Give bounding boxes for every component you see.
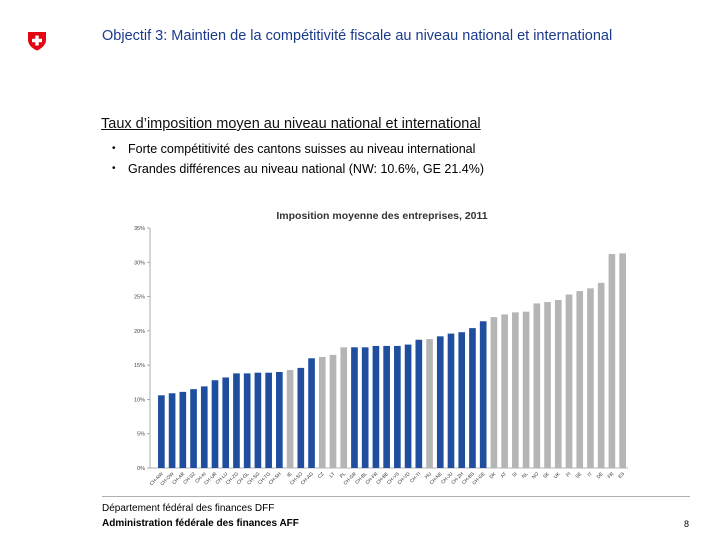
slide-title: Objectif 3: Maintien de la compétitivité… — [102, 28, 613, 44]
y-tick-label: 0% — [137, 466, 145, 472]
bullet-dot-icon: • — [112, 163, 116, 174]
page-number: 8 — [684, 519, 690, 529]
bar — [533, 303, 541, 468]
bar — [222, 377, 230, 468]
footer-divider — [102, 496, 690, 497]
x-tick-label: NO — [531, 471, 541, 481]
y-tick-label: 5% — [137, 432, 145, 438]
bar — [565, 294, 573, 468]
x-tick-label: FR — [607, 471, 616, 480]
x-tick-label: UK — [553, 471, 563, 481]
bar — [351, 347, 358, 468]
x-tick-label: SK — [542, 471, 551, 480]
footer-department: Département fédéral des finances DFF — [102, 503, 275, 514]
bar — [383, 345, 390, 468]
bar — [394, 345, 401, 468]
bar — [297, 367, 305, 468]
bar — [619, 253, 626, 468]
y-tick-label: 15% — [134, 363, 145, 369]
swiss-cross-logo — [28, 32, 46, 51]
chart-title: Imposition moyenne des entreprises, 2011 — [276, 210, 487, 222]
bar — [243, 373, 251, 468]
bar — [158, 395, 165, 468]
bar — [179, 391, 187, 468]
bar — [254, 372, 262, 468]
bar — [608, 254, 616, 468]
x-tick-label: CH-SH — [268, 471, 283, 486]
footer-administration: Administration fédérale des finances AFF — [102, 518, 299, 529]
bar — [501, 314, 508, 468]
y-tick-label: 35% — [134, 226, 145, 232]
bar — [479, 321, 487, 468]
bar — [587, 288, 594, 468]
x-tick-label: CH-TI — [409, 471, 422, 484]
bar — [361, 347, 369, 468]
bar — [286, 369, 294, 468]
bar — [211, 380, 219, 468]
x-tick-label: SI — [511, 471, 518, 478]
bar — [436, 336, 444, 468]
x-tick-label: DK — [488, 471, 498, 481]
bar — [554, 300, 562, 468]
bar — [276, 372, 283, 468]
bullet-text: Grandes différences au niveau national (… — [128, 162, 484, 176]
bar — [340, 347, 348, 468]
y-tick-label: 10% — [134, 397, 145, 403]
x-tick-label: LT — [328, 471, 336, 479]
bar — [265, 372, 272, 468]
bar — [458, 332, 466, 468]
bar — [308, 358, 315, 468]
x-tick-label: CH-SZ — [182, 471, 197, 486]
bar — [200, 386, 208, 468]
bar — [522, 311, 530, 468]
y-tick-label: 30% — [134, 260, 145, 266]
section-subtitle: Taux d’imposition moyen au niveau nation… — [101, 116, 481, 132]
bar — [544, 302, 551, 468]
x-tick-label: ES — [617, 471, 626, 480]
bar — [404, 344, 412, 468]
x-tick-label: HU — [424, 471, 434, 481]
tax-rate-bar-chart: Imposition moyenne des entreprises, 2011… — [134, 210, 628, 487]
x-tick-label: DE — [596, 471, 605, 480]
bullet-text: Forte compétitivité des cantons suisses … — [128, 142, 476, 156]
bullet-dot-icon: • — [112, 143, 116, 154]
x-tick-label: CH-VD — [397, 471, 412, 486]
bullet-item: • Forte compétitivité des cantons suisses… — [112, 139, 484, 159]
x-tick-label: CZ — [317, 471, 326, 480]
bar — [190, 389, 197, 468]
bar — [597, 282, 605, 468]
bar — [490, 317, 498, 468]
bar — [329, 354, 337, 468]
bar — [512, 312, 519, 468]
bar — [415, 339, 423, 468]
x-tick-label: NL — [521, 471, 530, 480]
x-tick-label: AT — [500, 471, 508, 479]
bar — [576, 291, 584, 468]
x-tick-label: IE — [286, 471, 293, 478]
x-tick-label: SE — [574, 471, 583, 480]
bar — [233, 373, 240, 468]
bullet-list: • Forte compétitivité des cantons suisses… — [112, 139, 484, 179]
x-tick-label: FI — [565, 471, 572, 478]
bar — [168, 393, 176, 468]
bar — [469, 328, 476, 468]
bar — [426, 339, 433, 468]
y-tick-label: 25% — [134, 295, 145, 301]
bar — [447, 333, 455, 468]
bar — [372, 345, 380, 468]
bullet-item: • Grandes différences au niveau national … — [112, 159, 484, 179]
x-tick-label: PL — [339, 471, 348, 480]
bar — [318, 356, 326, 468]
x-tick-label: IT — [587, 471, 594, 478]
y-tick-label: 20% — [134, 329, 145, 335]
